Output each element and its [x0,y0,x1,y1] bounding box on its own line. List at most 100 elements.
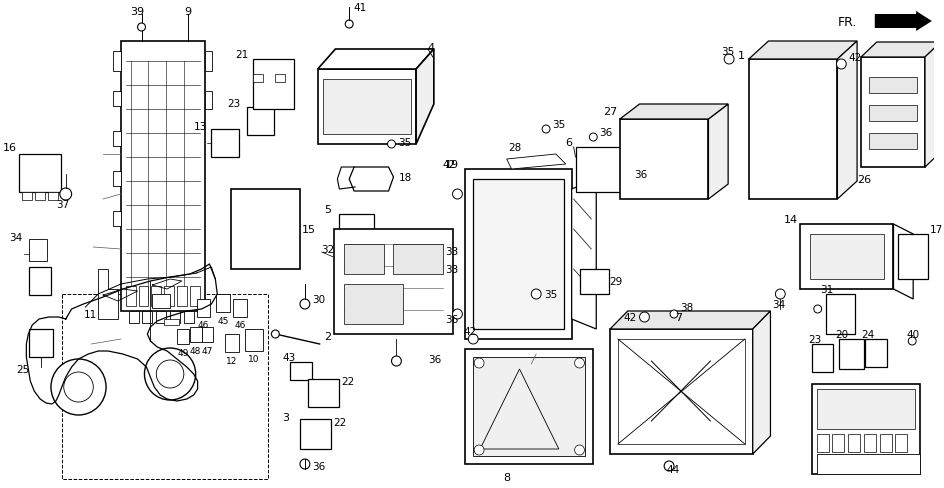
Circle shape [64,372,93,402]
Bar [113,92,121,107]
Text: 29: 29 [609,276,622,286]
Bar [839,339,864,369]
Bar [216,294,230,312]
Text: 35: 35 [544,289,557,299]
Bar [865,339,886,367]
Circle shape [468,334,478,345]
Bar [143,311,152,324]
Circle shape [724,55,734,65]
Text: 20: 20 [835,329,849,339]
Circle shape [665,461,674,471]
Polygon shape [925,43,941,168]
Text: 4: 4 [428,43,435,53]
Circle shape [836,60,846,70]
Bar [620,120,708,200]
Bar [868,78,918,94]
Bar [128,311,139,324]
Bar [184,311,194,324]
Bar [29,329,53,357]
Text: 32: 32 [322,244,335,254]
Circle shape [775,289,785,299]
Text: 9: 9 [184,7,192,17]
Text: 5: 5 [325,204,331,215]
Text: 16: 16 [3,142,16,153]
Bar [308,379,339,407]
Polygon shape [708,105,728,200]
Polygon shape [349,168,394,192]
Text: 33: 33 [445,264,458,274]
Bar [334,229,452,334]
Text: 12: 12 [227,356,238,365]
Bar [817,454,920,474]
Circle shape [300,299,310,309]
Text: 15: 15 [302,224,316,235]
Bar [113,172,121,186]
Bar [868,134,918,150]
Text: FR.: FR. [837,16,857,28]
Text: 49: 49 [177,348,189,357]
Text: 36: 36 [445,314,458,325]
Bar [29,240,47,262]
Circle shape [670,310,678,318]
Circle shape [51,359,106,415]
Circle shape [589,134,598,142]
Polygon shape [572,180,597,329]
Text: 14: 14 [784,215,798,224]
Text: 23: 23 [808,334,821,345]
Text: 35: 35 [721,47,734,57]
Bar [246,108,275,136]
Circle shape [388,141,396,149]
Bar [253,60,295,110]
Bar [202,327,213,342]
Text: 41: 41 [353,3,366,13]
Text: 23: 23 [228,99,241,109]
Circle shape [542,126,550,134]
Bar [164,319,179,325]
Polygon shape [98,269,118,319]
Bar [113,132,121,147]
Text: 34: 34 [772,299,785,309]
Bar [618,339,745,444]
Text: 43: 43 [282,352,295,362]
Text: 28: 28 [509,142,522,153]
Text: 42: 42 [849,53,862,63]
FancyArrow shape [875,12,932,32]
Bar [157,311,166,324]
Bar [323,80,412,135]
Text: 21: 21 [236,50,249,60]
Bar [152,294,170,308]
Bar [226,334,239,352]
Polygon shape [752,311,770,454]
Bar [800,224,893,289]
Circle shape [474,445,484,455]
Circle shape [452,190,463,200]
Text: 33: 33 [445,246,458,257]
Circle shape [625,171,632,179]
Text: 45: 45 [217,316,228,325]
Bar [576,148,625,193]
Text: 26: 26 [857,175,871,184]
Bar [177,329,189,345]
Text: 3: 3 [282,412,289,422]
Bar [233,299,246,317]
Circle shape [346,21,353,29]
Bar [35,193,45,201]
Bar [849,434,860,452]
Circle shape [908,337,916,346]
Circle shape [452,309,463,319]
Bar [139,286,148,306]
Bar [345,244,383,274]
Text: 39: 39 [130,7,144,17]
Bar [812,384,920,474]
Bar [177,286,187,306]
Bar [190,286,199,306]
Bar [833,434,844,452]
Circle shape [575,358,584,368]
Text: 38: 38 [680,303,693,312]
Text: 44: 44 [666,464,680,474]
Text: 36: 36 [599,128,613,138]
Text: 37: 37 [56,200,69,209]
Text: 2: 2 [325,331,331,341]
Bar [899,235,928,280]
Bar [864,434,876,452]
